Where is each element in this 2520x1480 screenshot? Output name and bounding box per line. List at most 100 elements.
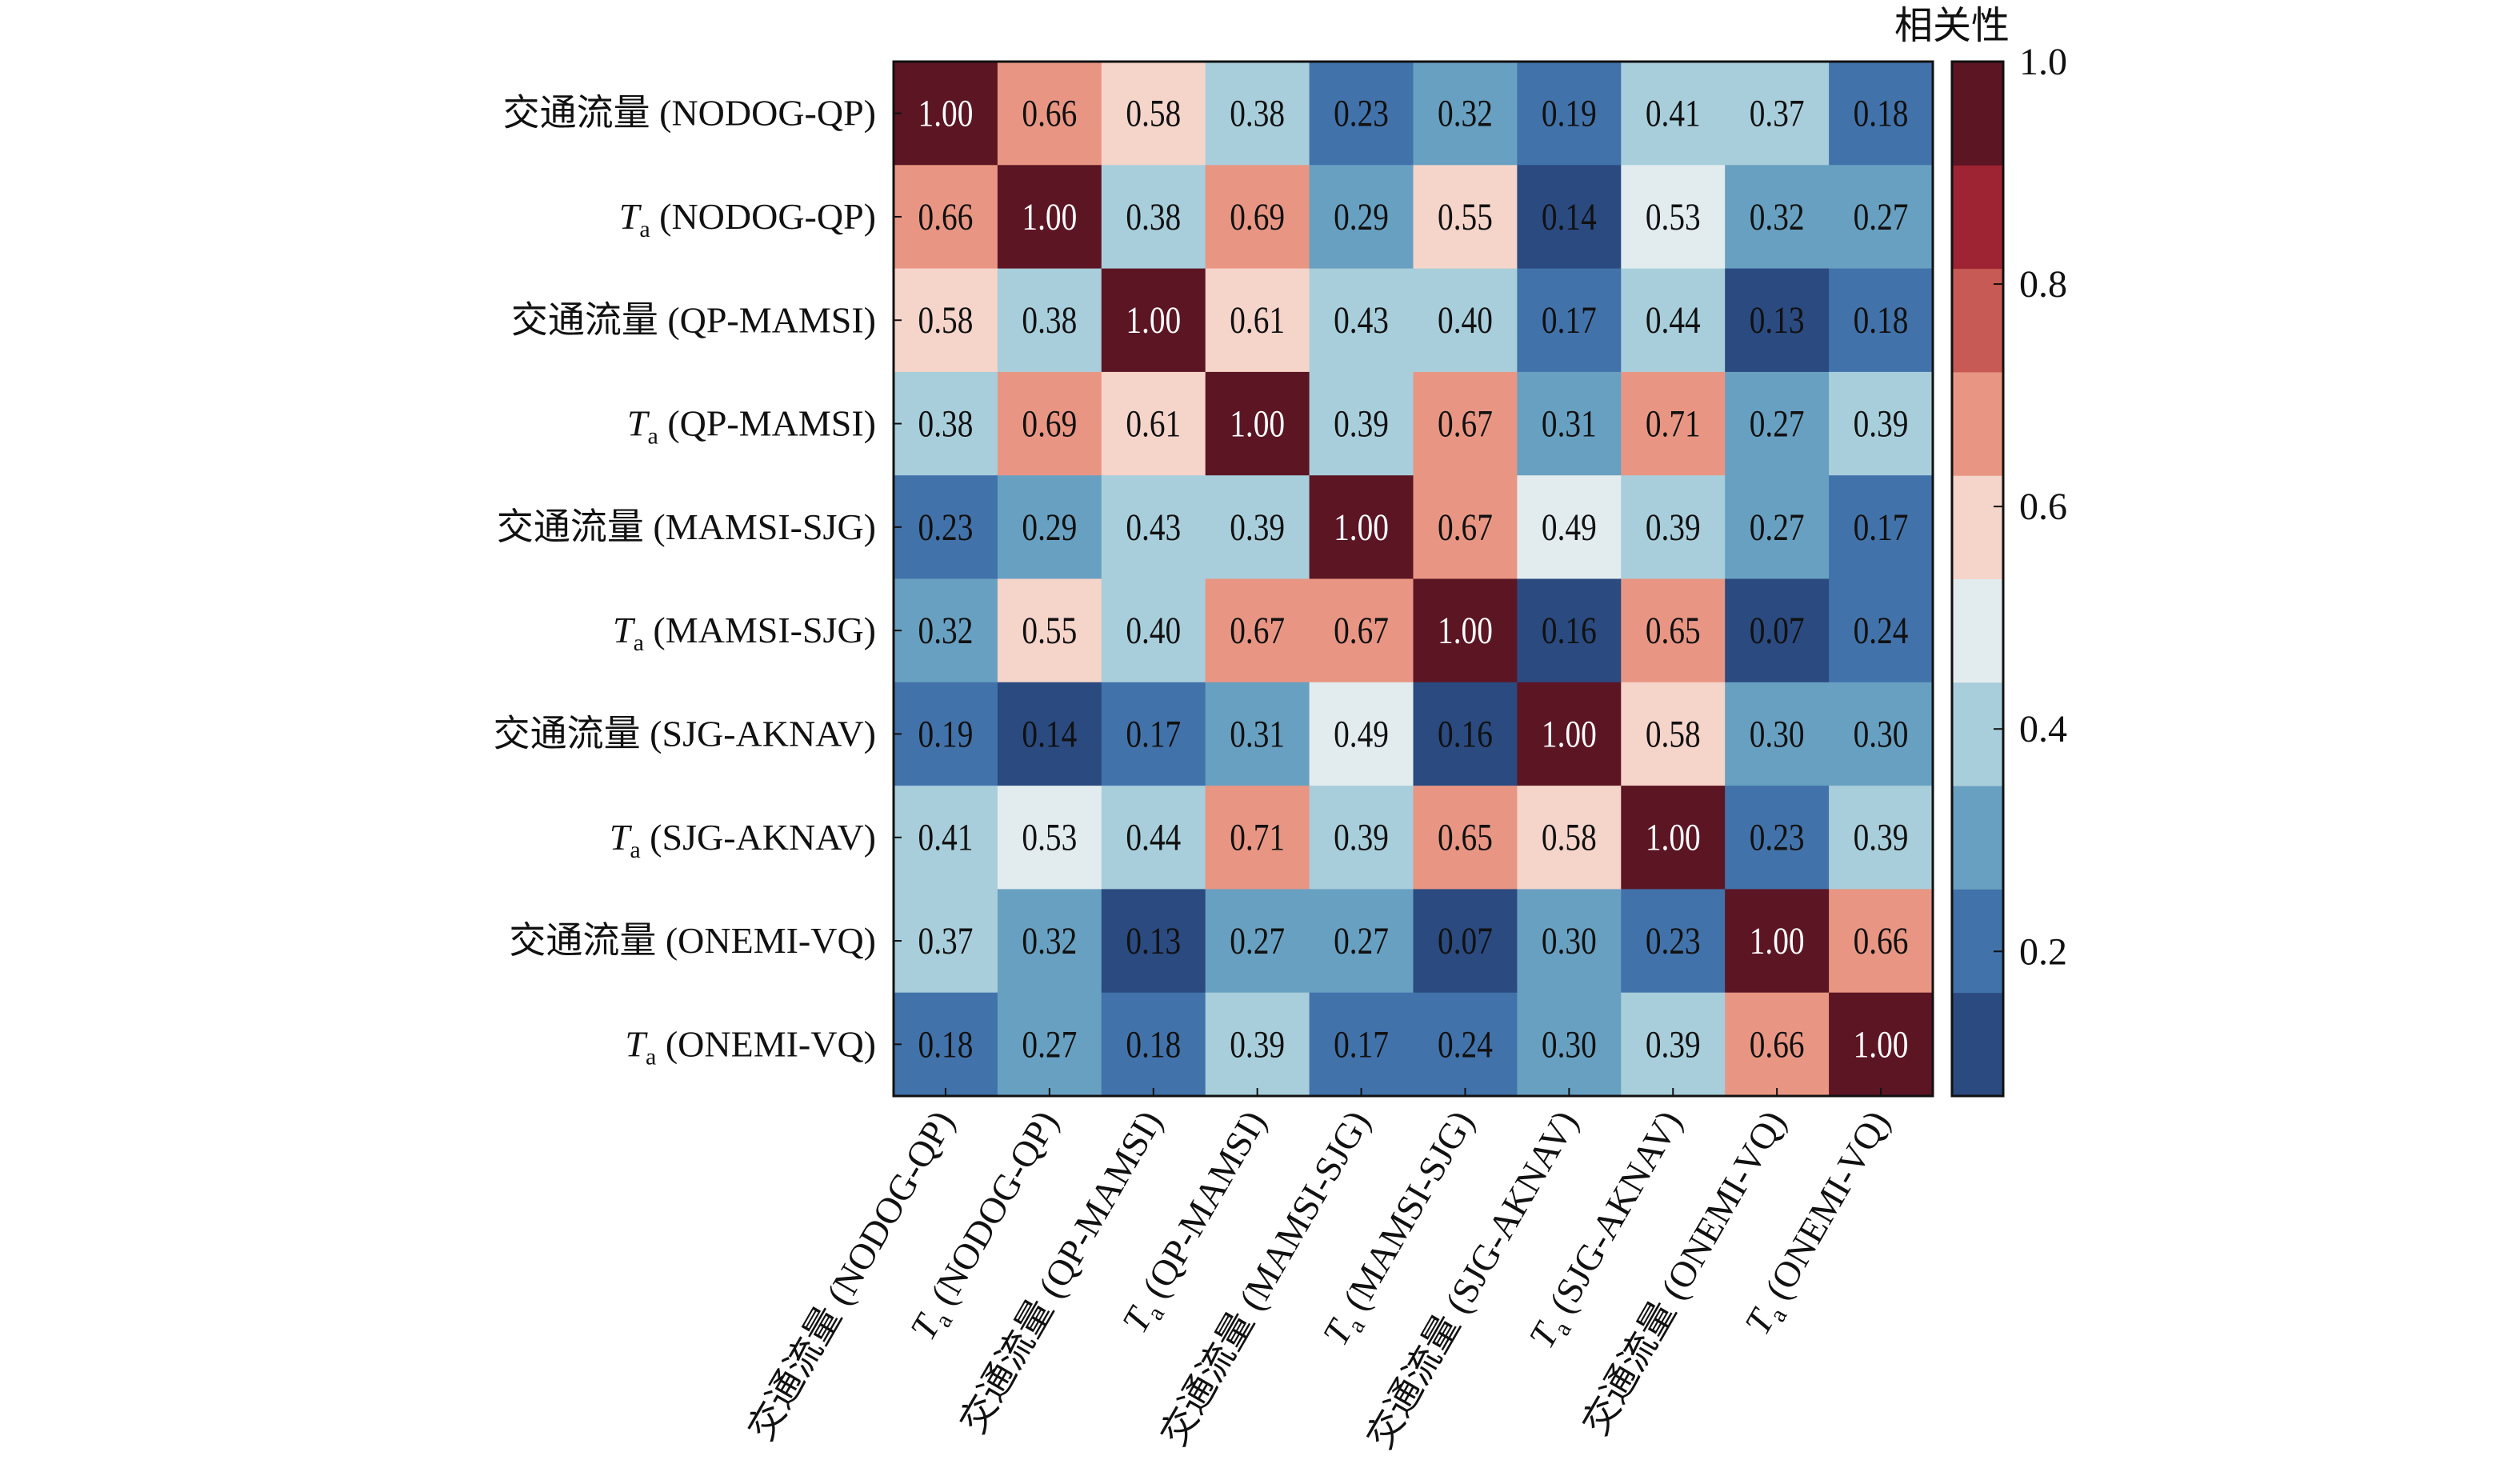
cell-value-label: 0.13	[1126, 920, 1181, 962]
cell-value-label: 0.31	[1230, 714, 1285, 755]
cell-value-label: 0.07	[1750, 610, 1805, 652]
row-label: Ta (NODOG-QP)	[619, 196, 876, 242]
heatmap-cell	[1829, 992, 1934, 1097]
row-label: 交通流量 (SJG-AKNAV)	[494, 713, 876, 754]
heatmap-cell	[1413, 889, 1518, 994]
heatmap-cell	[894, 371, 998, 476]
heatmap-cell	[1309, 786, 1414, 890]
heatmap-cell	[997, 578, 1102, 683]
cell-value-label: 0.16	[1542, 610, 1597, 652]
cell-value-label: 0.19	[1542, 93, 1597, 134]
cell-value-label: 0.29	[1022, 506, 1077, 548]
cell-value-label: 0.66	[1750, 1024, 1805, 1066]
heatmap-cell	[1725, 786, 1830, 890]
cell-value-label: 0.67	[1438, 403, 1493, 445]
heatmap-cell	[1621, 371, 1726, 476]
cell-value-label: 0.23	[1750, 817, 1805, 858]
heatmap-cell	[1309, 371, 1414, 476]
heatmap-cell	[997, 371, 1102, 476]
cell-value-label: 0.38	[1022, 300, 1077, 342]
cell-value-label: 0.58	[918, 300, 974, 342]
heatmap-cell	[1621, 682, 1726, 786]
y-axis-labels: 交通流量 (NODOG-QP) Ta (NODOG-QP) 交通流量 (QP-MAM…	[494, 93, 876, 1070]
colorbar-tick-label: 1.0	[2019, 41, 2067, 83]
cell-value-label: 0.27	[1334, 920, 1389, 962]
cell-value-label: 1.00	[1750, 920, 1805, 962]
heatmap-cell	[997, 786, 1102, 890]
heatmap-cell	[894, 786, 998, 890]
heatmap-cell	[894, 268, 998, 373]
cell-value-label: 0.66	[1854, 920, 1909, 962]
cell-value-label: 0.66	[1022, 93, 1077, 134]
cell-value-label: 0.32	[1750, 196, 1805, 238]
cell-value-label: 0.23	[1334, 93, 1389, 134]
cell-value-label: 0.18	[1854, 93, 1909, 134]
cell-value-label: 0.66	[918, 196, 974, 238]
row-label: Ta (SJG-AKNAV)	[610, 817, 876, 863]
colorbar-bin	[1952, 475, 2003, 579]
cell-value-label: 0.65	[1646, 610, 1701, 652]
heatmap-cell	[997, 62, 1102, 166]
colorbar-bin	[1952, 889, 2003, 994]
row-label: Ta (QP-MAMSI)	[627, 403, 876, 450]
heatmap-cell	[1517, 992, 1622, 1097]
cell-value-label: 0.39	[1646, 1024, 1701, 1066]
heatmap-cell	[1101, 889, 1206, 994]
colorbar-tick-label: 0.8	[2019, 263, 2067, 306]
heatmap-cell	[1413, 371, 1518, 476]
cell-value-label: 0.65	[1438, 817, 1493, 858]
heatmap-cell	[1725, 889, 1830, 994]
row-label: 交通流量 (MAMSI-SJG)	[497, 506, 876, 547]
heatmap-cell	[1205, 889, 1310, 994]
heatmap-cell	[1205, 371, 1310, 476]
cell-value-label: 0.55	[1022, 610, 1077, 652]
cell-value-label: 0.27	[1022, 1024, 1077, 1066]
cell-value-label: 0.44	[1126, 817, 1181, 858]
cell-value-label: 0.49	[1334, 714, 1389, 755]
heatmap-cell	[1101, 371, 1206, 476]
heatmap-cell	[1309, 578, 1414, 683]
cell-value-label: 0.27	[1854, 196, 1909, 238]
heatmap-frame	[892, 60, 1934, 1098]
heatmap-cell	[1829, 475, 1934, 579]
heatmap-cell	[997, 889, 1102, 994]
cell-value-label: 0.24	[1438, 1024, 1493, 1066]
heatmap-cell	[894, 992, 998, 1097]
heatmap-cell	[997, 475, 1102, 579]
cell-value-label: 0.18	[918, 1024, 974, 1066]
cell-value-label: 0.39	[1854, 817, 1909, 858]
colorbar: 0.2 0.4 0.6 0.8 1.0	[1950, 41, 2067, 1098]
colorbar-bin	[1952, 786, 2003, 890]
cell-value-label: 0.24	[1854, 610, 1909, 652]
cell-value-label: 0.44	[1646, 300, 1701, 342]
heatmap-cell	[894, 62, 998, 166]
colorbar-title: 相关性	[1894, 5, 2010, 47]
heatmap-cell	[1517, 889, 1622, 994]
cell-value-label: 0.39	[1854, 403, 1909, 445]
cell-value-label: 0.31	[1542, 403, 1597, 445]
cell-value-label: 0.69	[1230, 196, 1285, 238]
cell-value-label: 0.61	[1126, 403, 1181, 445]
heatmap-cell	[1725, 992, 1830, 1097]
heatmap-cell	[1621, 165, 1726, 270]
cell-value-label: 0.67	[1438, 506, 1493, 548]
heatmap-cell	[1621, 578, 1726, 683]
cell-value-label: 0.29	[1334, 196, 1389, 238]
cell-value-label: 0.18	[1126, 1024, 1181, 1066]
heatmap-cell	[1829, 371, 1934, 476]
cell-value-label: 0.37	[918, 920, 974, 962]
cell-value-label: 1.00	[918, 93, 974, 134]
cell-value-label: 0.69	[1022, 403, 1077, 445]
cell-value-label: 0.27	[1750, 403, 1805, 445]
heatmap-cell	[1621, 268, 1726, 373]
heatmap-cell	[1205, 578, 1310, 683]
cell-value-label: 0.32	[1438, 93, 1493, 134]
heatmap-cell	[1725, 682, 1830, 786]
cell-value-label: 0.39	[1334, 403, 1389, 445]
cell-value-label: 0.58	[1542, 817, 1597, 858]
colorbar-frame	[1950, 60, 2005, 1098]
cell-value-label: 0.17	[1542, 300, 1597, 342]
heatmap-cell	[1517, 786, 1622, 890]
heatmap-cell	[1205, 682, 1310, 786]
